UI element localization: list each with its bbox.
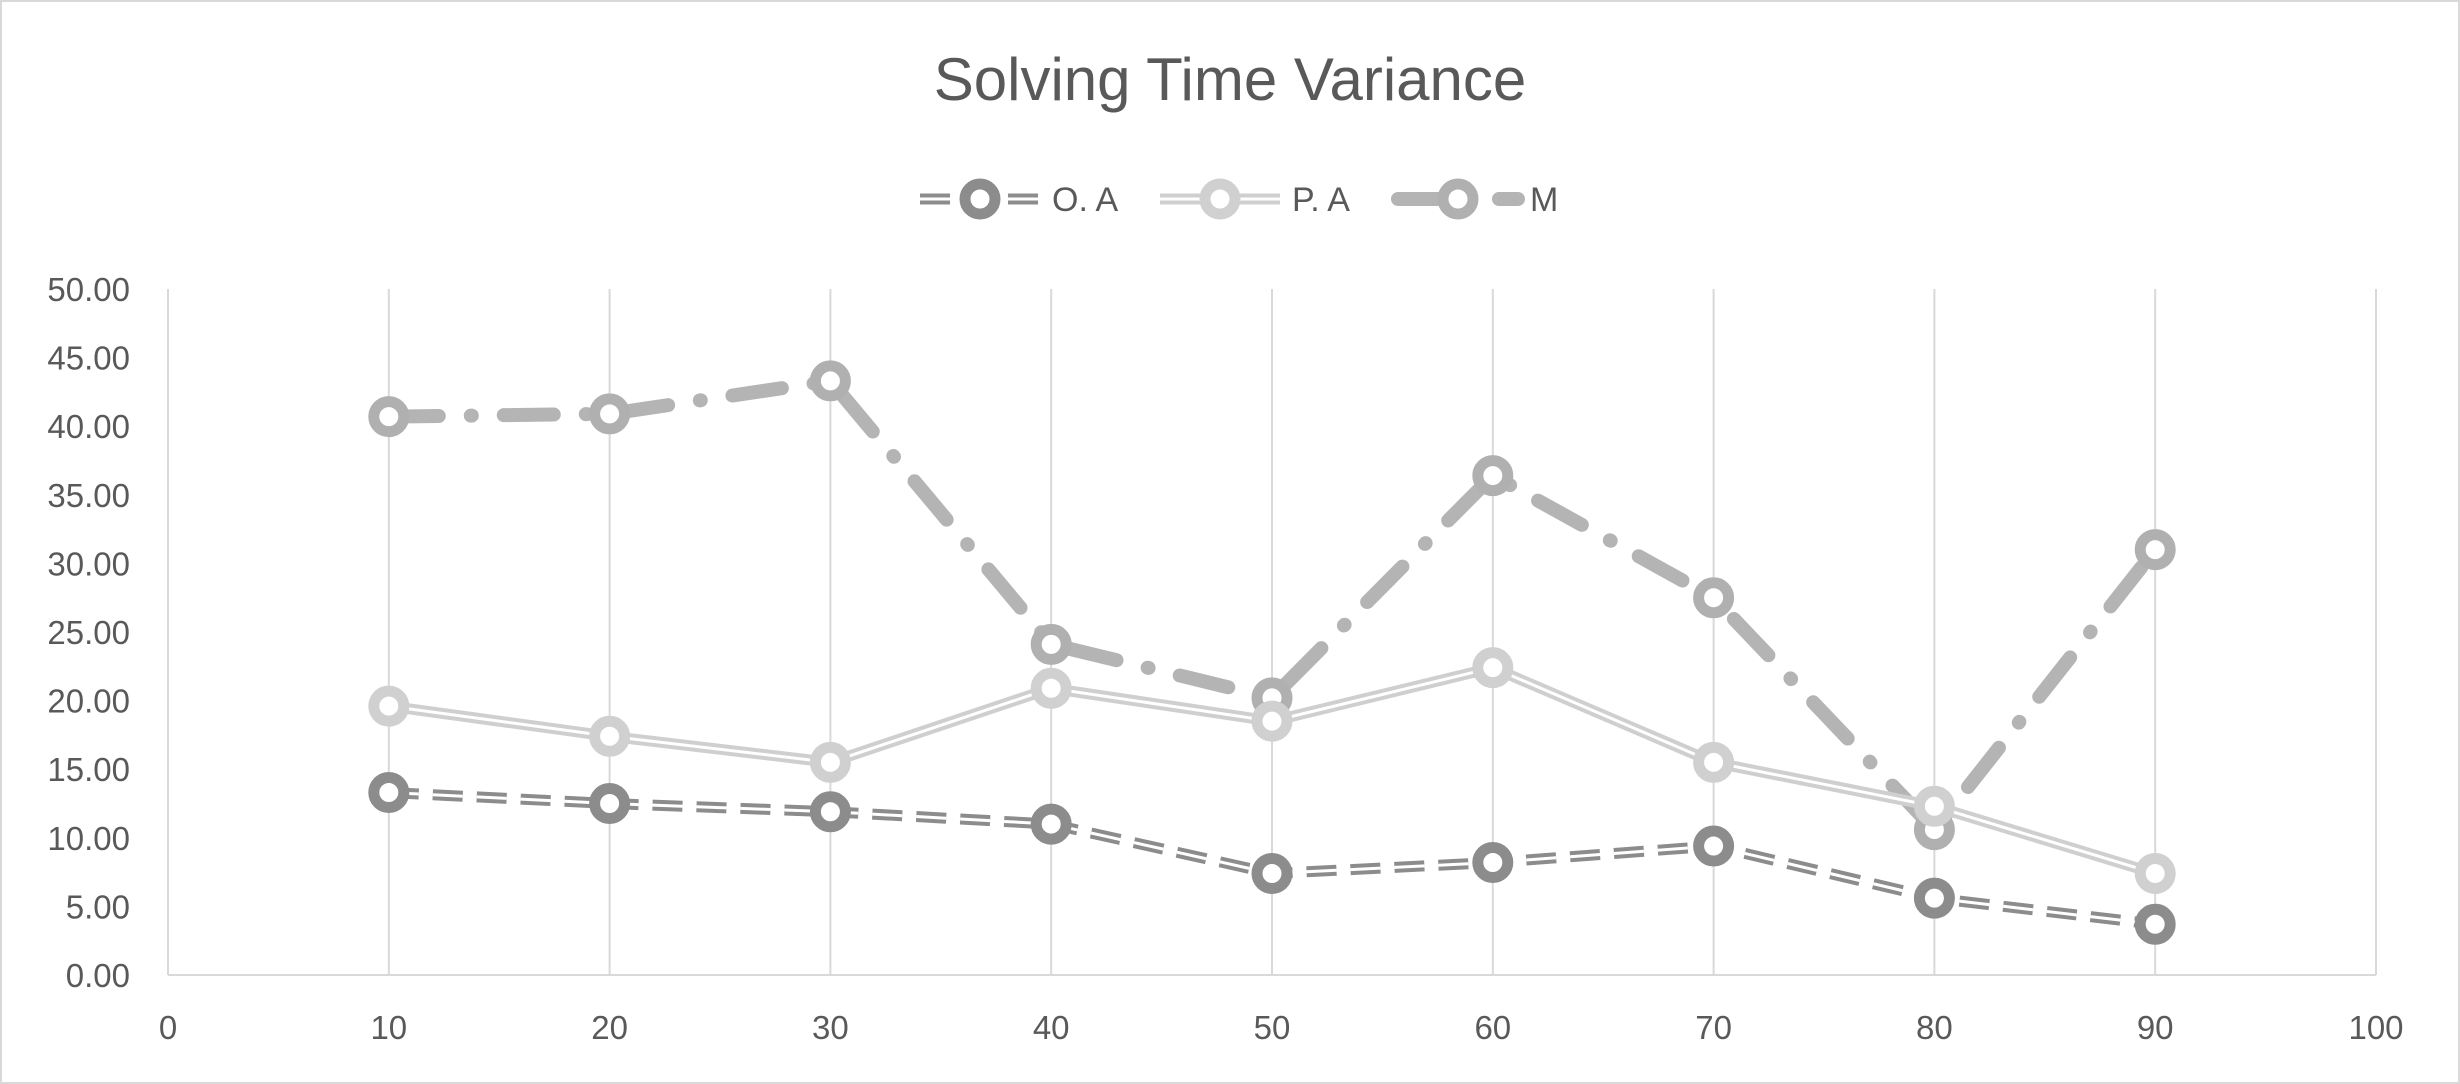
y-tick-label: 20.00	[47, 683, 130, 720]
data-point	[1913, 785, 1955, 827]
data-point	[1251, 852, 1293, 894]
data-point	[1472, 841, 1514, 883]
data-point	[2134, 903, 2176, 945]
data-point	[589, 393, 631, 435]
chart-title: Solving Time Variance	[934, 46, 1527, 113]
data-point	[368, 772, 410, 814]
y-tick-label: 45.00	[47, 340, 130, 377]
data-point	[1251, 700, 1293, 742]
legend-marker	[1437, 178, 1479, 220]
data-point	[2134, 529, 2176, 571]
data-point	[1030, 623, 1072, 665]
gridlines	[387, 289, 2377, 975]
data-point	[1030, 803, 1072, 845]
y-tick-label: 40.00	[47, 408, 130, 445]
legend-item: M	[1391, 178, 1558, 220]
x-axis-ticks: 0 10 20 30 40 50 60 70 80 90 100	[159, 1009, 2404, 1046]
legend-item: P. A	[1160, 178, 1350, 220]
y-tick-label: 10.00	[47, 820, 130, 857]
data-point	[809, 741, 851, 783]
data-point	[1913, 877, 1955, 919]
x-tick-label: 70	[1695, 1009, 1732, 1046]
x-tick-label: 90	[2137, 1009, 2174, 1046]
legend-marker	[959, 178, 1001, 220]
y-tick-label: 50.00	[47, 271, 130, 308]
legend-item: O. A	[920, 178, 1118, 220]
data-point	[1693, 825, 1735, 867]
data-point	[1472, 455, 1514, 497]
x-tick-label: 10	[370, 1009, 407, 1046]
series-pa	[368, 647, 2176, 894]
data-point	[1472, 647, 1514, 689]
legend-label: P. A	[1292, 181, 1350, 219]
x-tick-label: 50	[1254, 1009, 1291, 1046]
data-point	[809, 791, 851, 833]
y-tick-label: 15.00	[47, 751, 130, 788]
data-point	[368, 396, 410, 438]
x-tick-label: 20	[591, 1009, 628, 1046]
y-tick-label: 30.00	[47, 545, 130, 582]
x-tick-label: 100	[2348, 1009, 2403, 1046]
x-tick-label: 60	[1474, 1009, 1511, 1046]
legend-label: O. A	[1052, 181, 1118, 219]
y-tick-label: 35.00	[47, 477, 130, 514]
series-oa	[368, 772, 2176, 945]
y-tick-label: 0.00	[66, 957, 130, 994]
x-tick-label: 40	[1033, 1009, 1070, 1046]
data-point	[1693, 577, 1735, 619]
y-axis-ticks: 0.00 5.00 10.00 15.00 20.00 25.00 30.00 35.00 40…	[47, 271, 130, 994]
y-tick-label: 25.00	[47, 614, 130, 651]
data-point	[1693, 741, 1735, 783]
data-point	[809, 360, 851, 402]
legend-marker	[1199, 178, 1241, 220]
series-layer	[368, 360, 2176, 945]
legend-label: M	[1530, 181, 1558, 219]
axes	[167, 289, 2376, 976]
legend: O. A P. A M	[920, 178, 1558, 220]
series-m	[368, 360, 2176, 851]
data-point	[2134, 852, 2176, 894]
x-tick-label: 30	[812, 1009, 849, 1046]
x-tick-label: 80	[1916, 1009, 1953, 1046]
data-point	[1030, 667, 1072, 709]
data-point	[368, 685, 410, 727]
y-tick-label: 5.00	[66, 888, 130, 925]
data-point	[589, 783, 631, 824]
data-point	[589, 715, 631, 757]
x-tick-label: 0	[159, 1009, 177, 1046]
